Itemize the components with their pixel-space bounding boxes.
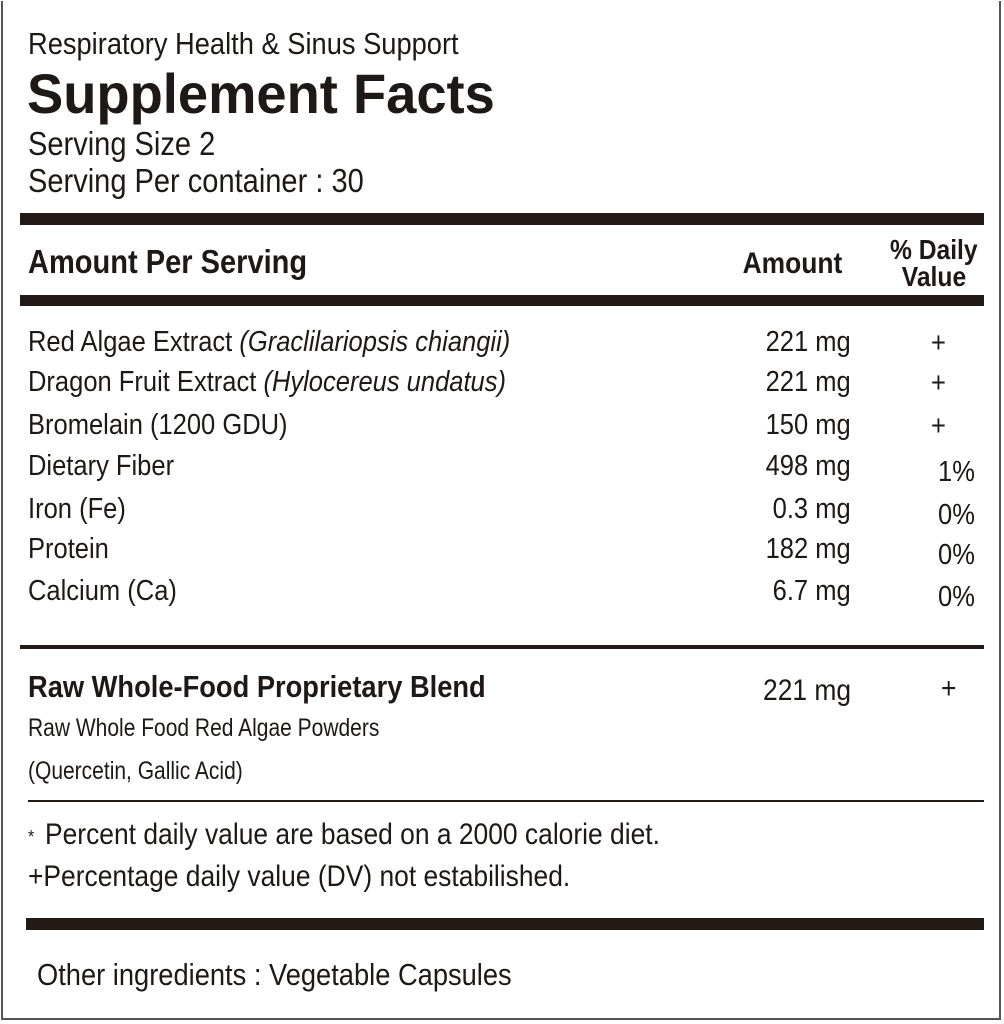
nutrient-name-text: Iron (Fe) [28,493,126,525]
medium-divider [20,645,984,649]
blend-daily-value: + [941,672,957,705]
nutrient-amount: 182 mg [765,533,851,565]
nutrient-name-text: Bromelain (1200 GDU) [28,409,288,441]
label-subtitle: Respiratory Health & Sinus Support [28,26,459,61]
nutrient-name: Dietary Fiber [28,452,174,481]
nutrient-name: Dragon Fruit Extract (Hylocereus undatus… [28,368,506,397]
nutrient-name: Protein [28,535,109,564]
nutrient-name: Bromelain (1200 GDU) [28,411,288,440]
daily-value-header-line1: % Daily [890,234,978,265]
nutrient-name-text: Protein [28,533,109,565]
blend-name: Raw Whole-Food Proprietary Blend [28,669,486,704]
footnote-asterisk: * [28,827,35,847]
nutrient-daily-value: 1% [938,456,975,488]
daily-value-header-line2: Value [901,261,966,292]
nutrient-amount: 498 mg [765,450,851,482]
nutrient-daily-value: 0% [938,499,975,531]
footnote-plus: +Percentage daily value (DV) not estabil… [28,860,571,893]
amount-column-header: Amount [742,247,842,280]
nutrient-daily-value: 0% [938,539,975,571]
nutrient-amount: 221 mg [765,326,851,358]
nutrient-latin-name: (Graclilariopsis chiangii) [239,326,511,358]
nutrient-latin-name: (Hylocereus undatus) [263,366,507,398]
amount-per-serving-header: Amount Per Serving [28,243,308,280]
nutrient-name-text: Dietary Fiber [28,450,175,482]
thin-divider [28,800,984,802]
nutrient-daily-value: + [931,367,946,399]
nutrient-name: Iron (Fe) [28,495,126,524]
label-title: Supplement Facts [27,62,495,125]
nutrient-daily-value: 0% [938,581,975,613]
blend-amount: 221 mg [762,674,851,707]
nutrient-name-text: Red Algae Extract [28,326,233,358]
nutrient-name: Calcium (Ca) [28,577,177,606]
thick-divider [20,213,984,225]
thick-divider [26,918,984,930]
nutrient-daily-value: + [931,327,946,359]
thick-divider [20,295,984,306]
nutrient-name-text: Calcium (Ca) [28,575,177,607]
other-ingredients: Other ingredients : Vegetable Capsules [37,957,512,992]
nutrient-name: Red Algae Extract (Graclilariopsis chian… [28,328,510,357]
nutrient-daily-value: + [931,410,946,442]
servings-per-container: Serving Per container : 30 [28,162,364,199]
nutrient-amount: 6.7 mg [772,575,851,607]
serving-size: Serving Size 2 [28,125,216,162]
blend-ingredients-line2: (Quercetin, Gallic Acid) [28,757,243,785]
nutrient-name-text: Dragon Fruit Extract [28,366,257,398]
nutrient-amount: 221 mg [765,366,851,398]
footnote-percent: Percent daily value are based on a 2000 … [45,818,660,851]
nutrient-amount: 0.3 mg [772,493,851,525]
blend-ingredients-line1: Raw Whole Food Red Algae Powders [28,714,380,742]
nutrient-amount: 150 mg [765,409,851,441]
